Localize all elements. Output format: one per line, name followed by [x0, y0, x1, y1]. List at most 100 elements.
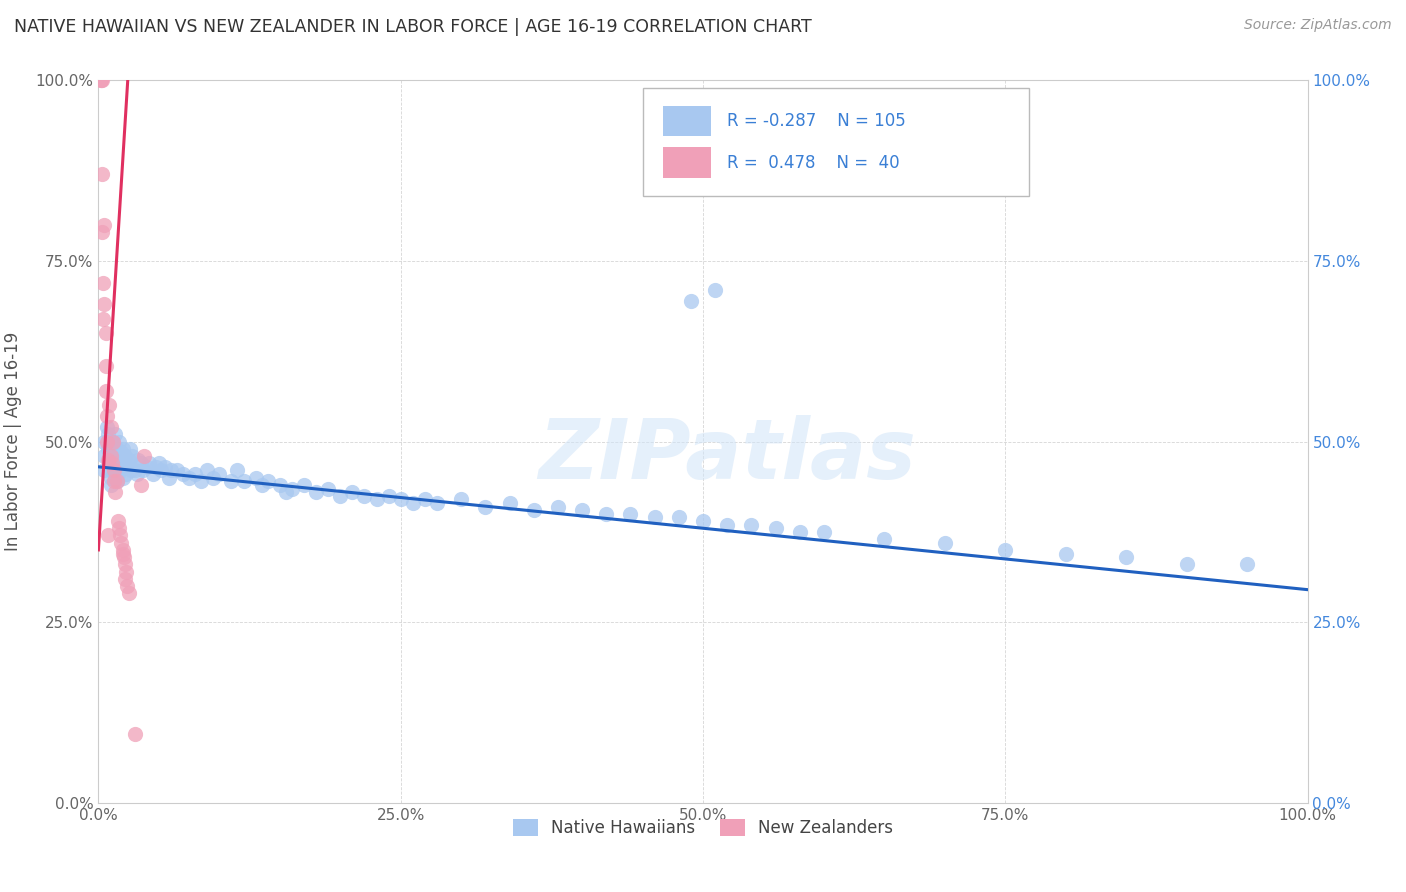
Point [135, 459, 157, 474]
Point [105, 442, 128, 456]
Point [115, 565, 138, 579]
Point [157, 470, 180, 484]
Point [91, 225, 114, 239]
Point [127, 452, 149, 467]
Point [96, 420, 118, 434]
Point [138, 456, 160, 470]
Point [316, 482, 339, 496]
Point [114, 558, 136, 572]
Point [104, 427, 127, 442]
Point [145, 459, 167, 474]
Point [107, 449, 129, 463]
Point [595, 507, 617, 521]
Point [91, 311, 114, 326]
Y-axis label: In Labor Force | Age 16-19: In Labor Force | Age 16-19 [4, 332, 21, 551]
Point [121, 449, 143, 463]
Point [202, 470, 225, 484]
Point [117, 459, 139, 474]
Point [150, 463, 173, 477]
Point [100, 445, 122, 459]
Point [100, 434, 122, 449]
Point [105, 475, 128, 489]
Point [97, 528, 120, 542]
Point [105, 459, 128, 474]
Point [129, 456, 152, 470]
Point [226, 463, 249, 477]
Point [474, 500, 496, 514]
Point [103, 467, 125, 481]
Point [94, 384, 117, 398]
Point [1115, 550, 1137, 565]
Point [111, 442, 134, 456]
Point [104, 449, 127, 463]
Point [195, 463, 218, 477]
Point [100, 470, 122, 484]
Point [704, 283, 727, 297]
Point [153, 459, 176, 474]
FancyBboxPatch shape [643, 87, 1029, 196]
Point [101, 456, 124, 470]
Point [97, 442, 120, 456]
Point [179, 470, 201, 484]
Point [571, 503, 593, 517]
Point [100, 420, 122, 434]
Point [377, 489, 399, 503]
Point [1236, 558, 1258, 572]
Point [281, 482, 304, 496]
Point [523, 503, 546, 517]
Point [111, 542, 134, 557]
Point [190, 475, 212, 489]
Point [101, 434, 124, 449]
Point [93, 297, 115, 311]
Point [108, 456, 131, 470]
Point [101, 434, 124, 449]
Point [716, 517, 738, 532]
Point [426, 496, 449, 510]
Point [1175, 558, 1198, 572]
Point [256, 475, 278, 489]
Point [342, 485, 364, 500]
Point [108, 434, 131, 449]
Text: ZIPatlas: ZIPatlas [538, 416, 917, 497]
Point [668, 510, 690, 524]
Point [934, 535, 956, 549]
Point [813, 524, 835, 539]
Point [90, 73, 112, 87]
Point [107, 514, 129, 528]
Point [184, 467, 207, 481]
Point [114, 449, 136, 463]
Point [108, 463, 131, 477]
Point [105, 475, 128, 489]
Point [124, 463, 146, 477]
Point [366, 492, 388, 507]
Point [250, 478, 273, 492]
Point [118, 452, 141, 467]
Point [172, 467, 194, 481]
Point [94, 326, 117, 340]
Point [329, 489, 352, 503]
Point [97, 452, 120, 467]
Point [166, 463, 188, 477]
Point [498, 496, 520, 510]
Point [97, 427, 120, 442]
Point [789, 524, 811, 539]
Point [679, 293, 702, 308]
Point [353, 489, 375, 503]
Point [245, 470, 267, 484]
Point [129, 478, 152, 492]
Point [292, 478, 315, 492]
Point [269, 478, 291, 492]
Point [91, 73, 114, 87]
Point [1054, 547, 1077, 561]
Legend: Native Hawaiians, New Zealanders: Native Hawaiians, New Zealanders [505, 810, 901, 845]
Point [389, 492, 412, 507]
Point [644, 510, 666, 524]
Point [117, 579, 139, 593]
Point [142, 467, 165, 481]
Point [100, 478, 122, 492]
Point [90, 73, 112, 87]
Point [93, 218, 115, 232]
Point [93, 449, 115, 463]
Bar [664, 105, 711, 136]
Point [740, 517, 762, 532]
